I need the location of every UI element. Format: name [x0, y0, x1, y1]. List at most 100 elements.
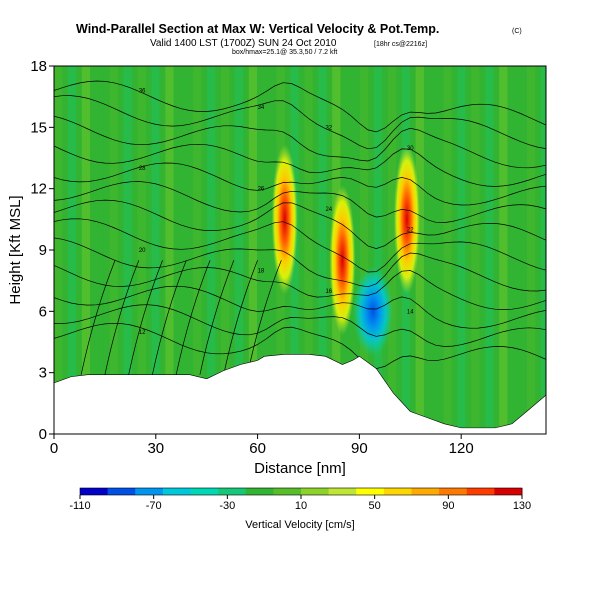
colorbar-swatch — [80, 488, 109, 495]
contour-line — [54, 162, 546, 206]
x-tick-label: 0 — [50, 440, 58, 457]
contour-line — [247, 260, 282, 375]
texture-band — [429, 66, 438, 434]
texture-band — [165, 66, 174, 434]
contour-line — [54, 115, 546, 169]
texture-band — [81, 66, 91, 434]
texture-band — [387, 66, 397, 434]
chart-title: Wind-Parallel Section at Max W: Vertical… — [76, 22, 439, 36]
texture-band — [304, 66, 313, 434]
contour-line — [54, 265, 546, 310]
contour-label: 36 — [139, 89, 146, 95]
texture-band — [137, 66, 146, 434]
texture-band — [318, 66, 327, 434]
contour-label: 24 — [325, 207, 332, 213]
colorbar: -110 -70 -30 10 50 90 130 — [69, 487, 531, 512]
contour-label: 34 — [258, 105, 265, 111]
colorbar-swatch — [328, 488, 357, 495]
colorbar-tick-label: 50 — [369, 500, 381, 512]
texture-band — [513, 66, 522, 434]
contour-label: 26 — [258, 187, 265, 193]
texture-band — [485, 66, 494, 434]
colorbar-swatch — [190, 488, 219, 495]
texture-band — [360, 66, 369, 434]
chart-subtitle-note: [18hr cs@2216z] — [374, 41, 427, 48]
texture-band — [499, 66, 508, 434]
colorbar-swatch — [218, 488, 247, 495]
colorbar-tick-label: 10 — [295, 500, 307, 512]
colorbar-swatch — [494, 488, 523, 495]
x-tick-label: 90 — [351, 440, 368, 457]
texture-band — [193, 66, 202, 434]
texture-band — [373, 66, 383, 434]
updraft-core — [329, 185, 356, 336]
contour-line — [54, 304, 546, 347]
contour-line — [223, 260, 258, 375]
updraft-core — [271, 144, 298, 295]
x-tick-label: 60 — [249, 440, 266, 457]
contour-label: 28 — [139, 166, 146, 172]
contour-label: 20 — [139, 248, 146, 254]
texture-band — [151, 66, 160, 434]
contour-line — [128, 260, 163, 375]
colorbar-tick-label: -30 — [219, 500, 235, 512]
x-tick-label: 30 — [147, 440, 164, 457]
colorbar-swatch — [383, 488, 412, 495]
terrain — [54, 353, 546, 434]
texture-band — [207, 66, 216, 434]
contour-line — [54, 237, 546, 292]
texture-band — [234, 66, 244, 434]
contour-label: 16 — [325, 289, 332, 295]
texture-band — [123, 66, 132, 434]
texture-band — [415, 66, 424, 434]
contour-line — [54, 80, 546, 133]
texture-band — [95, 66, 104, 434]
contour-label: 14 — [407, 309, 414, 315]
colorbar-title: Vertical Velocity [cm/s] — [245, 519, 354, 531]
y-axis-title: Height [Kft MSL] — [7, 195, 24, 304]
texture-band — [471, 66, 480, 434]
contour-line — [199, 260, 235, 375]
texture-band — [67, 66, 77, 434]
colorbar-tick-label: 90 — [442, 500, 454, 512]
y-tick-label: 6 — [39, 303, 47, 320]
colorbar-swatch — [107, 488, 136, 495]
contour-line — [54, 218, 546, 273]
texture-band — [54, 66, 63, 434]
texture-band — [457, 66, 466, 434]
contour-line — [104, 260, 140, 375]
texture-band — [540, 66, 546, 434]
y-tick-label: 9 — [39, 242, 47, 259]
chart-title-unit: (C) — [512, 28, 522, 35]
contour-label: 22 — [407, 228, 414, 234]
chart-subtitle: Valid 1400 LST (1700Z) SUN 24 Oct 2010 — [150, 38, 337, 49]
contour-line — [175, 260, 211, 375]
colorbar-swatch — [411, 488, 440, 495]
colorbar-swatch — [466, 488, 495, 495]
contour-line — [54, 285, 546, 329]
texture-band — [179, 66, 188, 434]
contour-label: 12 — [139, 330, 146, 336]
y-tick-label: 3 — [39, 365, 47, 382]
contour-line — [54, 143, 546, 187]
colorbar-tick-label: -110 — [69, 500, 90, 512]
x-axis-title: Distance [nm] — [254, 460, 346, 477]
x-tick-label: 120 — [449, 440, 474, 457]
colorbar-tick-label: -70 — [146, 500, 162, 512]
plot-area: 36 34 32 30 28 26 24 22 20 18 16 14 12 — [54, 66, 546, 434]
colorbar-tick-label: 130 — [513, 500, 531, 512]
contour-line — [54, 95, 546, 150]
contour-label: 18 — [258, 268, 265, 274]
y-tick-label: 12 — [30, 181, 47, 198]
texture-band — [109, 66, 118, 434]
colorbar-swatch — [439, 488, 468, 495]
downdraft-core — [352, 266, 393, 357]
contour-line — [152, 260, 187, 375]
contour-line — [54, 322, 546, 369]
y-tick-label: 18 — [30, 58, 47, 75]
colorbar-swatch — [356, 488, 385, 495]
colorbar-swatch — [273, 488, 302, 495]
updraft-core — [393, 144, 420, 295]
y-tick-label: 0 — [39, 426, 47, 443]
